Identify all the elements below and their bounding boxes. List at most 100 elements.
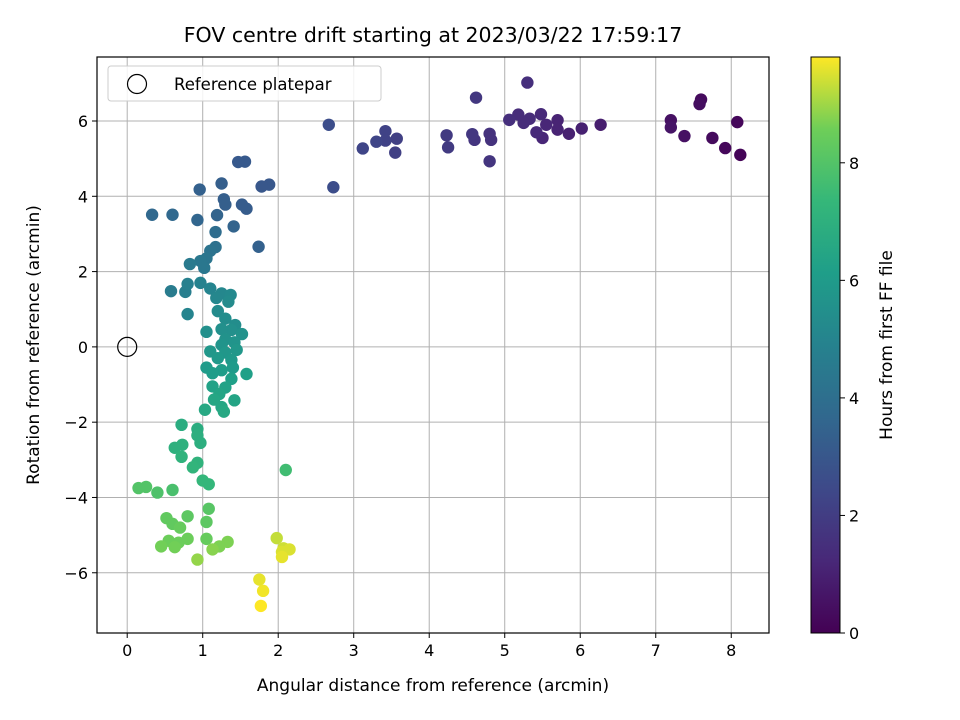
data-point xyxy=(270,531,283,545)
data-point xyxy=(173,521,187,534)
data-point xyxy=(200,532,213,546)
colorbar-gradient xyxy=(810,56,841,634)
x-tick-label: 0 xyxy=(122,641,132,660)
data-point xyxy=(168,540,181,554)
data-points xyxy=(132,76,747,613)
colorbar: 0 2 4 6 8 Hours from first FF file xyxy=(810,56,897,643)
data-point xyxy=(228,394,241,407)
data-point xyxy=(664,121,678,134)
data-point xyxy=(379,134,392,147)
data-point xyxy=(166,208,179,221)
x-tick-label: 4 xyxy=(424,641,434,660)
data-point xyxy=(225,372,238,386)
data-point xyxy=(469,91,483,104)
data-point xyxy=(503,113,516,127)
data-point xyxy=(534,108,548,121)
data-point xyxy=(206,367,219,380)
data-point xyxy=(132,481,145,495)
data-point xyxy=(356,142,369,155)
data-point xyxy=(231,155,245,169)
data-point xyxy=(370,135,383,148)
data-point xyxy=(483,127,496,140)
data-point xyxy=(551,123,564,136)
data-point xyxy=(181,510,194,523)
data-point xyxy=(240,367,253,381)
x-tick-label: 3 xyxy=(349,641,359,660)
data-point xyxy=(181,307,194,321)
data-point xyxy=(194,276,207,290)
legend-marker-open-circle xyxy=(126,73,148,95)
data-point xyxy=(183,257,197,271)
data-point xyxy=(678,129,691,143)
y-tick-label: 4 xyxy=(78,187,88,206)
data-point xyxy=(193,183,206,196)
data-point xyxy=(731,115,744,129)
data-point xyxy=(145,208,159,221)
data-point xyxy=(235,327,249,341)
data-point xyxy=(734,148,747,162)
data-point xyxy=(254,599,268,613)
data-point xyxy=(194,436,207,450)
data-point xyxy=(154,540,168,553)
y-tick-label: −6 xyxy=(64,564,88,583)
data-point xyxy=(530,126,543,139)
data-point xyxy=(706,131,719,145)
x-tick-label: 2 xyxy=(273,641,283,660)
data-point xyxy=(166,483,179,497)
data-point xyxy=(186,461,200,474)
data-point xyxy=(440,129,453,142)
data-point xyxy=(562,127,576,140)
data-point xyxy=(483,155,496,168)
colorbar-tick-label: 2 xyxy=(849,506,859,525)
data-point xyxy=(200,325,213,339)
data-point xyxy=(191,213,204,227)
data-point xyxy=(594,118,607,131)
colorbar-ticks: 0 2 4 6 8 xyxy=(840,154,859,643)
data-point xyxy=(279,463,292,477)
x-tick-label: 6 xyxy=(575,641,585,660)
data-point xyxy=(202,478,215,491)
data-point xyxy=(512,108,525,121)
y-axis-label: Rotation from reference (arcmin) xyxy=(24,205,44,485)
grid-lines xyxy=(97,57,769,633)
colorbar-label: Hours from first FF file xyxy=(877,250,897,440)
data-point xyxy=(164,284,178,298)
plot-frame xyxy=(96,56,770,634)
data-point xyxy=(175,418,188,432)
y-tick-label: 6 xyxy=(78,112,88,131)
data-point xyxy=(215,177,228,190)
x-axis-ticks: 0 1 2 3 4 5 6 7 8 xyxy=(122,633,736,660)
x-tick-label: 8 xyxy=(726,641,736,660)
data-point xyxy=(521,76,534,89)
data-point xyxy=(219,198,232,211)
y-tick-label: 2 xyxy=(78,263,88,282)
data-point xyxy=(219,312,232,325)
data-point xyxy=(253,573,266,586)
chart-title: FOV centre drift starting at 2023/03/22 … xyxy=(184,23,683,47)
data-point xyxy=(389,146,402,159)
reference-marker xyxy=(117,336,138,357)
data-point xyxy=(256,584,270,598)
x-tick-label: 7 xyxy=(651,641,661,660)
data-point xyxy=(235,198,249,211)
data-point xyxy=(252,240,265,253)
data-point xyxy=(575,122,588,135)
data-point xyxy=(151,486,164,499)
data-point xyxy=(181,277,194,291)
data-point xyxy=(226,361,240,374)
y-tick-label: −2 xyxy=(64,413,88,432)
data-point xyxy=(204,282,217,295)
colorbar-tick-label: 8 xyxy=(849,154,859,173)
data-point xyxy=(227,220,240,233)
data-point xyxy=(693,97,706,111)
data-point xyxy=(211,304,225,318)
data-point xyxy=(202,502,215,515)
data-point xyxy=(198,261,211,275)
data-point xyxy=(327,181,340,194)
data-point xyxy=(210,208,224,222)
data-point xyxy=(230,343,243,357)
data-point xyxy=(191,553,204,566)
colorbar-tick-label: 4 xyxy=(849,389,859,408)
data-point xyxy=(198,403,212,416)
